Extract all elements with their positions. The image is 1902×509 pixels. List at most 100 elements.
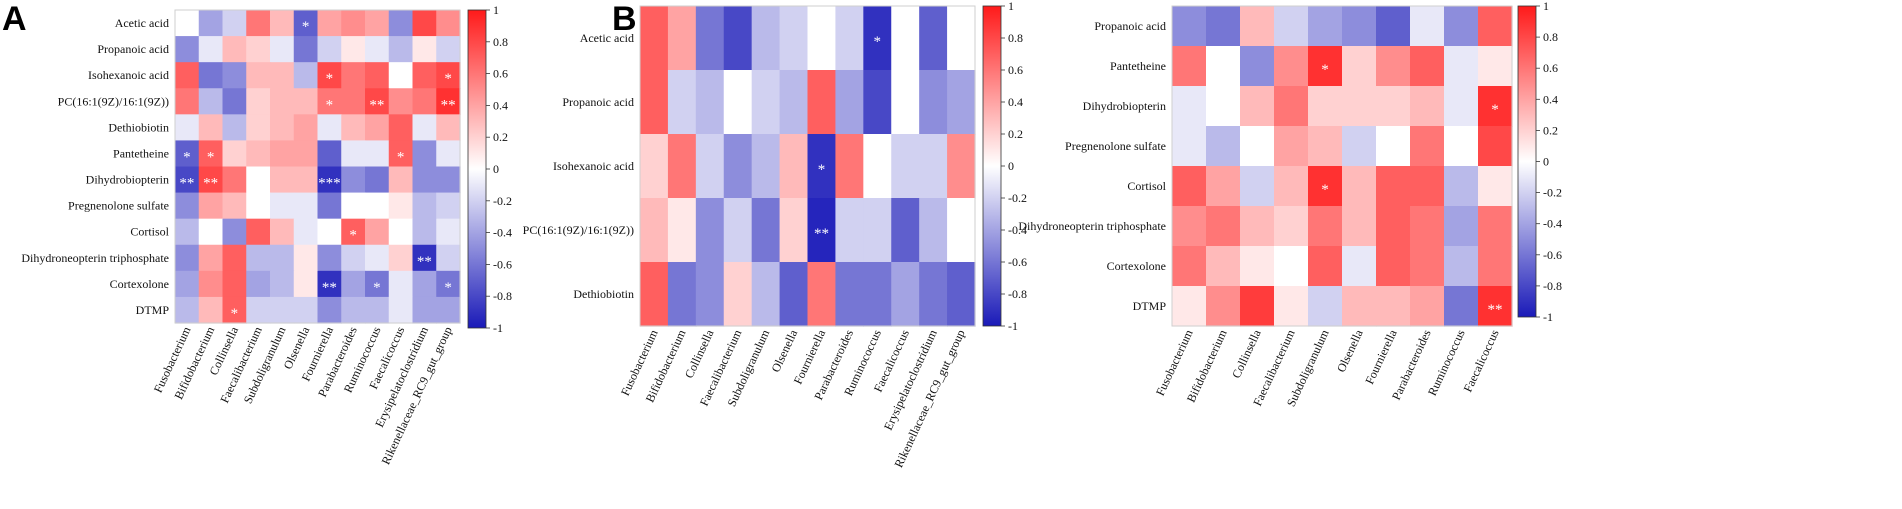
heatmap-cell [1206,206,1241,247]
heatmap-cell [341,244,366,272]
heatmap-cell [246,218,271,246]
heatmap-cell [246,88,271,115]
heatmap-cell [246,296,271,324]
heatmap-cell [222,166,247,194]
heatmap-cell [412,88,437,115]
heatmap-cell [723,70,753,135]
heatmap-cell [293,36,319,63]
heatmap-cell [317,166,342,194]
heatmap-cell [175,192,200,220]
heatmap-cell [436,114,461,142]
colorbar-tick-label: 0 [493,162,499,176]
heatmap-cell [863,134,892,199]
heatmap-cell [436,88,461,115]
heatmap-cell [1308,246,1343,287]
heatmap-cell [751,134,781,199]
heatmap-cell [1308,6,1343,47]
colorbar-tick-label: 0.2 [1008,127,1023,141]
heatmap-cell [1444,206,1479,247]
heatmap-cell [293,270,319,298]
heatmap-cell [947,198,976,263]
colorbar: 1 0.8 0.6 0.4 0.2 0 -0.2 -0.4 -0.6 -0.8 -1 [1517,0,1562,324]
colorbar-tick-label: 0.2 [493,130,508,144]
heatmap-cell [341,270,366,298]
heatmap-cell [891,6,920,71]
heatmap-cell [436,192,461,220]
heatmap-cell [863,70,892,135]
heatmap-cell [1376,166,1411,207]
heatmap-cell [667,198,697,263]
significance-marker: * [1491,102,1499,118]
heatmap-cell [388,296,414,324]
column-label: Fournierella [1362,327,1400,387]
heatmap-cell [835,6,864,71]
heatmap-cell [947,134,976,199]
heatmap-cell [695,262,725,327]
significance-marker: * [444,280,452,296]
colorbar-tick-label: 0 [1008,159,1014,173]
heatmap-cell [198,270,224,298]
heatmap-cell [365,244,390,272]
heatmap-cell [222,244,247,272]
heatmap-cell [695,198,725,263]
colorbar-tick-label: 0.4 [1008,95,1023,109]
heatmap-cell [723,198,753,263]
row-label: PC(16:1(9Z)/16:1(9Z)) [523,223,634,237]
colorbar-tick-label: -0.6 [1008,255,1027,269]
heatmap-cell [412,218,437,246]
row-label: Dethiobiotin [108,120,169,134]
heatmap-cell [317,114,342,142]
significance-marker: * [231,306,239,322]
heatmap-cell [341,62,366,89]
heatmap-cell [341,114,366,142]
heatmap-cell [1478,206,1513,247]
heatmap-cell [365,88,390,115]
colorbar-tick-label: -0.2 [493,194,512,208]
heatmap-cell [1342,166,1377,207]
heatmap-cell [436,270,461,298]
heatmap-cell [270,218,295,246]
heatmap-cell [1444,126,1479,167]
heatmap-cell [341,140,366,168]
heatmap-cell [246,166,271,194]
significance-marker: ** [179,176,194,192]
heatmap-cell [198,296,224,324]
heatmap-cell [1240,286,1275,327]
heatmap-cell [1444,246,1479,287]
heatmap-cell [222,36,247,63]
heatmap-cell [1240,166,1275,207]
heatmap-cell [751,6,781,71]
heatmap-cell [222,218,247,246]
row-label: PC(16:1(9Z)/16:1(9Z)) [58,94,169,108]
heatmap-cell [1308,126,1343,167]
heatmap-cell [388,244,414,272]
heatmap-cell [317,36,342,63]
heatmap-cell [341,192,366,220]
significance-marker: * [326,71,334,87]
heatmap-cell [695,134,725,199]
heatmap-cell [751,70,781,135]
heatmap-cell [317,62,342,89]
heatmap-cell [1342,86,1377,127]
colorbar-tick-label: -0.4 [493,226,512,240]
heatmap-cell [412,10,437,37]
heatmap-cell [222,114,247,142]
significance-marker: * [349,228,357,244]
heatmap-cell [779,70,809,135]
heatmap-cell [175,218,200,246]
heatmap-cell [1376,86,1411,127]
heatmap-cell [388,140,414,168]
heatmap-cell [270,296,295,324]
colorbar-gradient [1517,5,1537,318]
heatmap-cell [1410,6,1445,47]
heatmap-cell [175,244,200,272]
heatmap-cell [246,62,271,89]
heatmap-cell [293,192,319,220]
heatmap-cell [341,10,366,37]
heatmap-cell [751,262,781,327]
heatmap-cell [1342,6,1377,47]
heatmap-cell [175,62,200,89]
significance-marker: * [207,149,215,165]
heatmap-cell [246,10,271,37]
